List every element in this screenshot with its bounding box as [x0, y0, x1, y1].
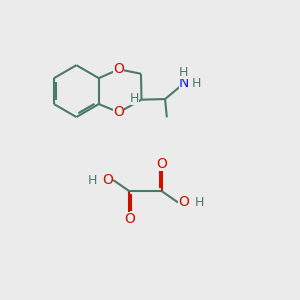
Text: O: O — [102, 173, 113, 187]
Text: O: O — [124, 212, 135, 226]
Text: O: O — [156, 157, 167, 171]
Text: N: N — [179, 76, 189, 90]
Text: H: H — [179, 66, 188, 79]
Text: H: H — [194, 196, 204, 209]
Text: O: O — [113, 62, 124, 76]
Text: H: H — [87, 173, 97, 187]
Text: H: H — [191, 77, 201, 90]
Text: H: H — [130, 92, 139, 105]
Text: O: O — [113, 105, 124, 119]
Text: O: O — [178, 195, 189, 209]
